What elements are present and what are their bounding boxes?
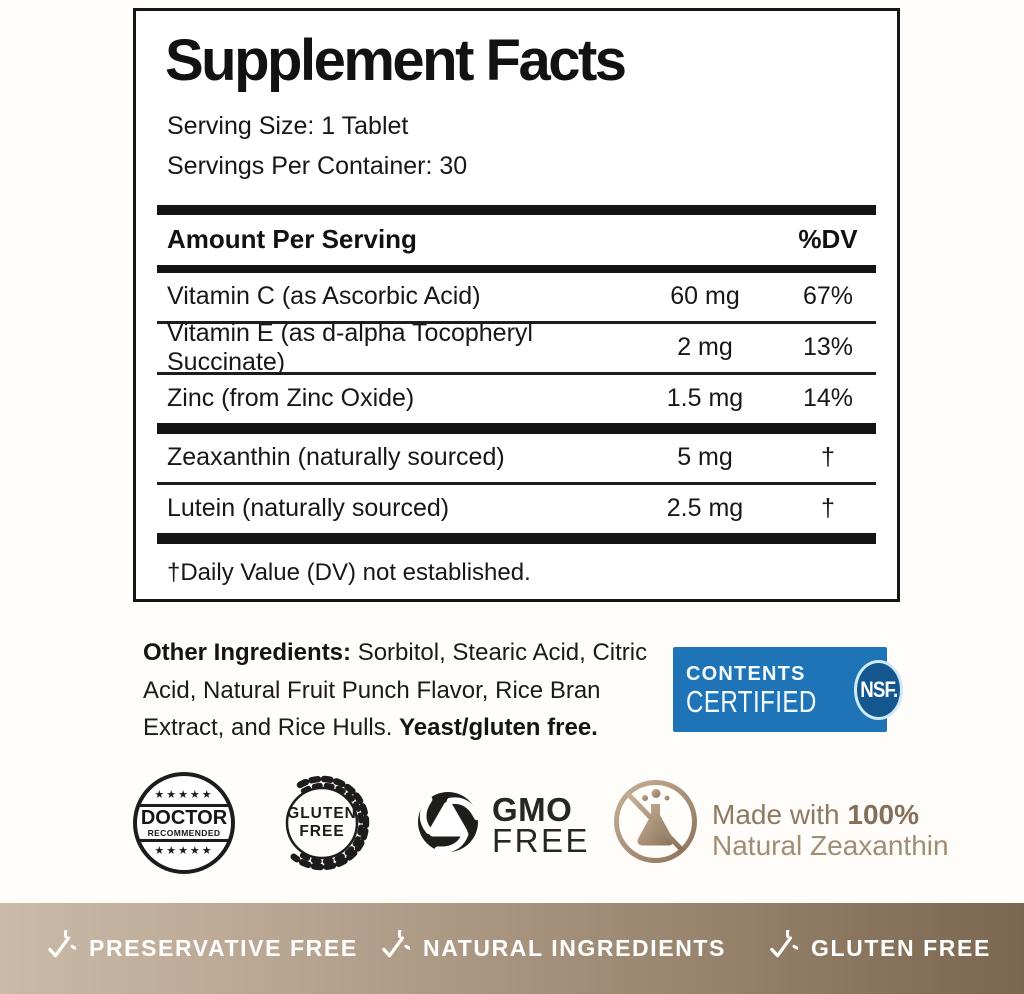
- claim-label: GLUTEN FREE: [811, 935, 991, 961]
- table-row: Vitamin C (as Ascorbic Acid) 60 mg 67%: [157, 273, 876, 321]
- yeast-gluten-free-note: Yeast/gluten free.: [399, 714, 598, 741]
- nsf-badge-text: CONTENTS CERTIFIED: [686, 662, 854, 717]
- panel-title: Supplement Facts: [165, 28, 627, 93]
- divider-thick: [157, 422, 876, 434]
- divider-thick: [157, 204, 876, 215]
- header-amount-per-serving: Amount Per Serving: [167, 224, 417, 255]
- doctor-badge-textbox: DOCTOR RECOMMENDED: [137, 804, 231, 842]
- check-circle-icon: [382, 929, 410, 957]
- doctor-label: DOCTOR: [140, 807, 228, 829]
- other-ingredients-label: Other Ingredients:: [143, 639, 352, 666]
- nsf-logo-icon: NSF.: [853, 659, 904, 720]
- natural-zeaxanthin-claim: Made with 100% Natural Zeaxanthin: [712, 799, 949, 861]
- gluten-free-badge-text: GLUTEN FREE: [270, 771, 374, 875]
- nsf-logo-text: NSF.: [859, 676, 898, 702]
- nsf-contents-label: CONTENTS: [686, 663, 806, 685]
- recommended-label: RECOMMENDED: [147, 828, 221, 838]
- nutrient-dv: 13%: [802, 333, 854, 362]
- divider-medium: [157, 264, 876, 273]
- serving-size: Serving Size: 1 Tablet: [167, 111, 409, 140]
- claim-label: PRESERVATIVE FREE: [89, 935, 358, 961]
- divider-thin: [157, 320, 876, 324]
- table-row: Zinc (from Zinc Oxide) 1.5 mg 14%: [157, 375, 876, 423]
- other-ingredients-paragraph: Other Ingredients: Sorbitol, Stearic Aci…: [143, 634, 651, 747]
- nutrient-amount: 60 mg: [670, 282, 740, 311]
- nsf-certified-label: CERTIFIED: [686, 684, 817, 719]
- nutrient-name: Lutein (naturally sourced): [167, 494, 450, 523]
- other-ingredients-text: Sorbitol, Stearic Acid, Citric Acid, Nat…: [143, 639, 648, 741]
- hundred-percent-label: 100%: [847, 799, 920, 830]
- stars-top-icon: ★★★★★: [154, 789, 214, 801]
- supplement-facts-panel: Supplement Facts Serving Size: 1 Tablet …: [133, 8, 900, 602]
- claim-preservative-free: PRESERVATIVE FREE: [38, 903, 358, 994]
- nutrient-amount: 5 mg: [677, 443, 733, 472]
- nsf-certified-badge: CONTENTS CERTIFIED NSF.: [673, 647, 904, 732]
- nutrient-dv: †: [821, 494, 835, 523]
- header-dv: %DV: [798, 224, 858, 255]
- made-with-label: Made with: [712, 799, 848, 830]
- nutrient-dv: 14%: [802, 384, 854, 413]
- nutrient-amount: 2.5 mg: [666, 494, 744, 523]
- claim-label: NATURAL INGREDIENTS: [423, 935, 726, 961]
- divider-thin: [157, 481, 876, 485]
- nutrient-name: Zeaxanthin (naturally sourced): [167, 443, 505, 472]
- gmo-free-badge-text: GMO FREE: [492, 791, 591, 859]
- nutrient-dv: †: [821, 443, 835, 472]
- free-label: FREE: [299, 823, 345, 840]
- servings-per-container: Servings Per Container: 30: [167, 151, 468, 180]
- gmo-free-icon: [418, 792, 480, 853]
- doctor-recommended-badge: ★★★★★ DOCTOR RECOMMENDED ★★★★★: [133, 772, 235, 874]
- claim-natural-ingredients: NATURAL INGREDIENTS: [372, 903, 726, 994]
- nutrient-name: Vitamin C (as Ascorbic Acid): [167, 282, 481, 311]
- nutrient-amount: 2 mg: [677, 333, 733, 362]
- dv-footnote: †Daily Value (DV) not established.: [167, 558, 531, 586]
- nutrient-name: Vitamin E (as d-alpha Tocopheryl Succina…: [167, 318, 533, 376]
- bottom-claims-bar: PRESERVATIVE FREE NATURAL INGREDIENTS GL…: [0, 903, 1024, 994]
- divider-thick: [157, 532, 876, 544]
- gmo-free-label: FREE: [492, 822, 591, 859]
- nutrient-amount: 1.5 mg: [666, 384, 744, 413]
- no-synthetic-flask-icon: [614, 780, 697, 863]
- nutrient-name: Zinc (from Zinc Oxide): [167, 384, 415, 413]
- table-row: Zeaxanthin (naturally sourced) 5 mg †: [157, 434, 876, 482]
- check-circle-icon: [48, 929, 76, 957]
- divider-thin: [157, 371, 876, 375]
- stars-bottom-icon: ★★★★★: [154, 845, 214, 857]
- table-header-row: Amount Per Serving %DV: [157, 215, 876, 265]
- natural-zeaxanthin-label: Natural Zeaxanthin: [712, 830, 949, 861]
- gluten-free-badge: GLUTEN FREE: [270, 771, 374, 875]
- nutrient-dv: 67%: [802, 282, 854, 311]
- table-row: Vitamin E (as d-alpha Tocopheryl Succina…: [157, 319, 876, 376]
- gmo-label: GMO: [492, 791, 573, 828]
- claim-gluten-free: GLUTEN FREE: [760, 903, 991, 994]
- check-circle-icon: [770, 929, 798, 957]
- table-row: Lutein (naturally sourced) 2.5 mg †: [157, 485, 876, 533]
- laurel-wreath-icon: [285, 775, 370, 871]
- gluten-label: GLUTEN: [287, 805, 357, 822]
